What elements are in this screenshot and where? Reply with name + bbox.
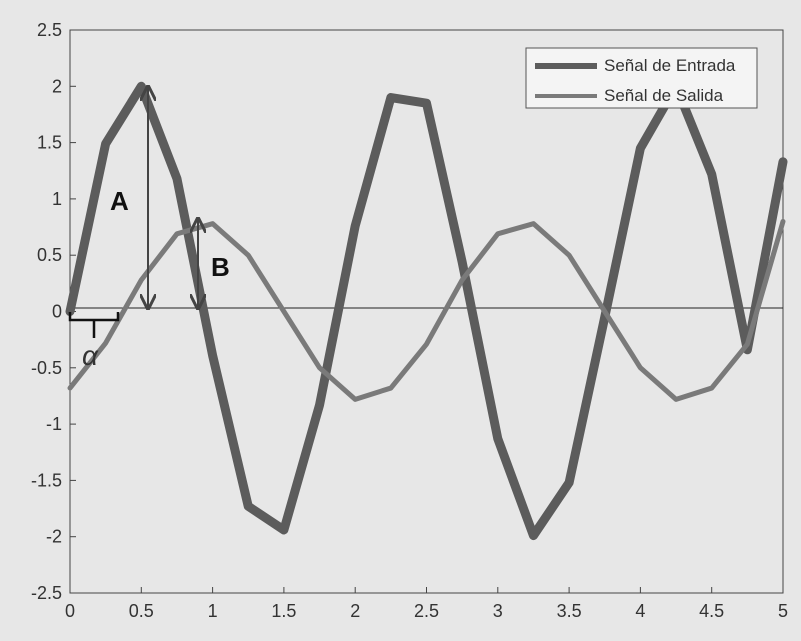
y-tick-label: 2.5 <box>37 20 62 40</box>
y-tick-label: -2.5 <box>31 583 62 603</box>
x-tick-label: 0.5 <box>129 601 154 621</box>
x-tick-label: 4.5 <box>699 601 724 621</box>
legend-entrada-label: Señal de Entrada <box>604 56 736 75</box>
y-tick-label: 0.5 <box>37 245 62 265</box>
alpha-bracket <box>68 312 120 338</box>
y-tick-label: -0.5 <box>31 358 62 378</box>
x-tick-label: 1 <box>208 601 218 621</box>
x-tick-label: 1.5 <box>271 601 296 621</box>
x-tick-label: 3.5 <box>557 601 582 621</box>
annotation-label-a: A <box>110 186 129 216</box>
y-tick-label: -2 <box>46 527 62 547</box>
plot-area <box>69 29 784 594</box>
x-tick-label: 2 <box>350 601 360 621</box>
x-tick-label: 0 <box>65 601 75 621</box>
y-tick-label: 0 <box>52 302 62 322</box>
y-tick-label: 1 <box>52 189 62 209</box>
y-tick-label: 1.5 <box>37 133 62 153</box>
series-line-salida <box>67 218 786 402</box>
y-tick-label: -1.5 <box>31 470 62 490</box>
x-tick-label: 5 <box>778 601 788 621</box>
legend-salida-label: Señal de Salida <box>604 86 724 105</box>
y-tick-label: -1 <box>46 414 62 434</box>
annotation-label-b: B <box>211 252 230 282</box>
annotation-label-alpha: α <box>82 340 99 371</box>
x-tick-label: 3 <box>493 601 503 621</box>
x-tick-label: 2.5 <box>414 601 439 621</box>
legend: Señal de Entrada Señal de Salida <box>525 47 758 109</box>
x-tick-label: 4 <box>635 601 645 621</box>
y-tick-label: 2 <box>52 76 62 96</box>
